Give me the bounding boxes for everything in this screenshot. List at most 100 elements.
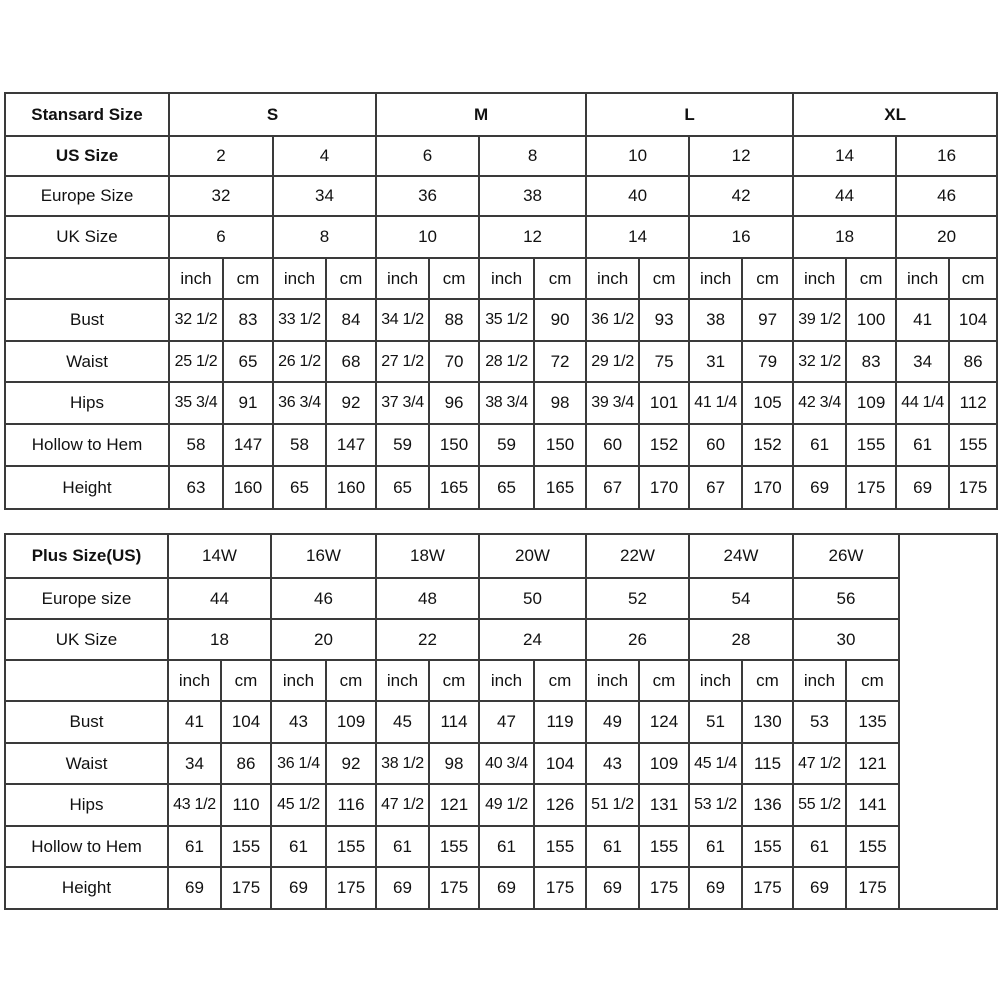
unit-label: cm: [325, 659, 377, 702]
measure-value: 29 1/2: [585, 340, 641, 383]
measure-row: Waist 34 86 36 1/4 92 38 1/2 98 40 3/4 104 43 109 4…: [4, 742, 997, 785]
measure-value: 155: [220, 825, 272, 868]
measure-value: 147: [324, 423, 378, 467]
empty-cell: [4, 257, 170, 300]
measure-value: 34: [167, 742, 222, 785]
unit-label: inch: [168, 257, 224, 300]
measure-value: 165: [533, 465, 588, 510]
standard-size-table: Stansard Size S M L XL US Size 2 4 6 8 10 12 14 16 Eur…: [4, 92, 999, 510]
measure-value: 61: [792, 423, 848, 467]
measure-value: 86: [948, 340, 999, 383]
row-label: UK Size: [4, 215, 170, 259]
row-label: Height: [4, 465, 170, 510]
measure-value: 160: [222, 465, 274, 510]
measure-row: Height 63 160 65 160 65 165 65 165 67 170 67 170 69 17…: [4, 465, 999, 510]
unit-label: inch: [375, 659, 430, 702]
measure-value: 61: [792, 825, 847, 868]
measure-value: 61: [270, 825, 327, 868]
units-row: inch cm inch cm inch cm inch cm inch cm inch cm inch…: [4, 659, 997, 702]
measure-value: 36 1/4: [270, 742, 327, 785]
measure-value: 124: [638, 700, 690, 744]
units-row: inch cm inch cm inch cm inch cm inch cm inch cm inch…: [4, 257, 999, 300]
measure-value: 119: [533, 700, 587, 744]
unit-label: cm: [741, 257, 795, 300]
measure-value: 61: [167, 825, 222, 868]
unit-label: inch: [375, 257, 431, 300]
unit-label: inch: [270, 659, 327, 702]
measure-value: 130: [741, 700, 794, 744]
size-value: 44: [792, 175, 898, 217]
measure-value: 155: [948, 423, 999, 467]
size-value: 38: [478, 175, 588, 217]
size-value: 10: [375, 215, 481, 259]
unit-label: inch: [478, 659, 535, 702]
measure-value: 55 1/2: [792, 783, 847, 827]
measure-value: 152: [741, 423, 795, 467]
measure-value: 60: [585, 423, 641, 467]
size-value: 46: [270, 577, 377, 620]
measure-value: 70: [428, 340, 481, 383]
measure-value: 61: [895, 423, 951, 467]
size-value: 16: [688, 215, 795, 259]
size-value: 18: [167, 618, 272, 661]
measure-value: 86: [220, 742, 272, 785]
row-label: Height: [4, 866, 169, 910]
row-label: US Size: [4, 135, 170, 177]
unit-label: inch: [478, 257, 536, 300]
size-value: 18: [792, 215, 898, 259]
measure-value: 65: [222, 340, 274, 383]
measure-value: 67: [688, 465, 744, 510]
measure-value: 41: [895, 298, 951, 342]
measure-value: 45: [375, 700, 430, 744]
measure-value: 115: [741, 742, 794, 785]
size-value: 34: [271, 175, 378, 217]
measure-value: 41: [167, 700, 222, 744]
size-row: US Size 2 4 6 8 10 12 14 16: [4, 135, 999, 177]
measure-value: 47 1/2: [375, 783, 430, 827]
measure-value: 68: [324, 340, 378, 383]
unit-label: cm: [222, 257, 274, 300]
measure-value: 41 1/4: [688, 381, 744, 425]
measure-value: 175: [741, 866, 794, 910]
measure-value: 69: [895, 465, 951, 510]
measure-value: 28 1/2: [478, 340, 536, 383]
measure-value: 83: [222, 298, 274, 342]
measure-value: 126: [533, 783, 587, 827]
unit-label: cm: [324, 257, 378, 300]
size-value: 8: [271, 215, 378, 259]
measure-value: 93: [638, 298, 691, 342]
measure-value: 60: [688, 423, 744, 467]
measure-value: 121: [428, 783, 480, 827]
table-title: Plus Size(US): [4, 533, 169, 579]
unit-label: cm: [428, 257, 481, 300]
size-value: 20: [895, 215, 999, 259]
measure-value: 39 3/4: [585, 381, 641, 425]
measure-value: 100: [845, 298, 898, 342]
measure-row: Bust 32 1/2 83 33 1/2 84 34 1/2 88 35 1/2 90 36 1…: [4, 298, 999, 342]
measure-value: 43: [585, 742, 640, 785]
measure-value: 26 1/2: [272, 340, 327, 383]
measure-value: 43: [270, 700, 327, 744]
measure-value: 150: [533, 423, 588, 467]
row-label: Hollow to Hem: [4, 825, 169, 868]
measure-value: 59: [375, 423, 431, 467]
measure-value: 44 1/4: [895, 381, 951, 425]
measure-value: 88: [428, 298, 481, 342]
size-value: 30: [792, 618, 900, 661]
measure-value: 175: [533, 866, 587, 910]
measure-value: 155: [428, 825, 480, 868]
measure-value: 35 3/4: [168, 381, 224, 425]
measure-value: 135: [845, 700, 900, 744]
empty-cell: [898, 533, 998, 910]
measure-value: 67: [585, 465, 641, 510]
unit-label: inch: [167, 659, 222, 702]
size-value: 26: [585, 618, 690, 661]
measure-value: 175: [948, 465, 999, 510]
measure-value: 53 1/2: [688, 783, 743, 827]
measure-value: 84: [324, 298, 378, 342]
unit-label: inch: [792, 257, 848, 300]
measure-value: 83: [845, 340, 898, 383]
measure-value: 34 1/2: [375, 298, 431, 342]
row-label: Bust: [4, 700, 169, 744]
measure-value: 155: [638, 825, 690, 868]
